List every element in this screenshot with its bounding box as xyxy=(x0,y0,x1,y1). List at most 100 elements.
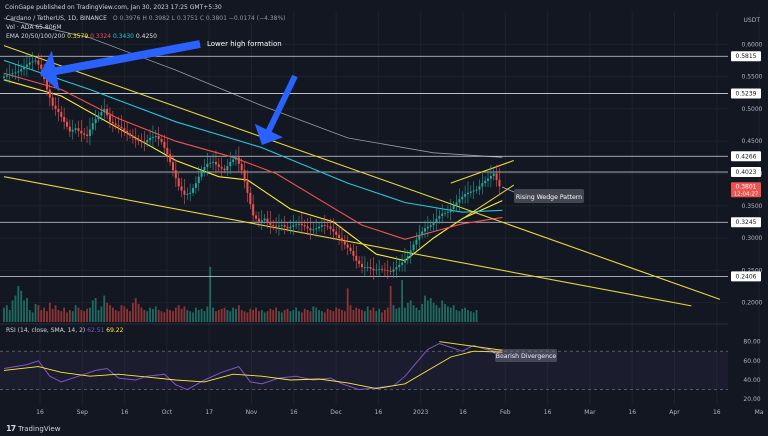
candle-body xyxy=(25,64,28,67)
candle-body xyxy=(349,247,352,251)
volume-bar xyxy=(31,312,34,322)
candle-body xyxy=(426,226,429,229)
price-tick-label: 0.4500 xyxy=(742,138,763,145)
volume-bar xyxy=(392,305,395,322)
level-price-label: 0.2406 xyxy=(736,273,757,280)
volume-bar xyxy=(103,295,106,322)
candle-body xyxy=(381,269,384,270)
candle-body xyxy=(11,73,14,75)
volume-bar xyxy=(66,312,68,322)
symbol-title: Cardano / TetherUS, 1D, BINANCE xyxy=(6,15,107,22)
volume-bar xyxy=(384,310,386,322)
candle-body xyxy=(140,141,143,142)
candle-body xyxy=(272,225,275,226)
candle-body xyxy=(418,234,421,240)
volume-bar xyxy=(143,310,146,322)
volume-bar xyxy=(117,311,120,322)
volume-bar xyxy=(280,312,283,322)
candle-body xyxy=(386,270,389,272)
volume-bar xyxy=(203,311,206,322)
tv-logo-text: TradingView xyxy=(18,424,61,433)
trendline xyxy=(450,160,514,184)
volume-bar xyxy=(240,310,243,322)
candle-body xyxy=(23,66,26,70)
candle-body xyxy=(412,244,415,251)
price-tick-label: 0.3500 xyxy=(742,203,763,210)
volume-bar xyxy=(321,311,323,322)
annotation-arrows xyxy=(40,40,298,145)
candle-body xyxy=(343,241,346,245)
candle-body xyxy=(229,161,232,167)
candle-body xyxy=(183,190,186,195)
volume-bar xyxy=(194,307,197,322)
candle-body xyxy=(492,173,495,177)
candle-body xyxy=(340,238,343,242)
volume-bar xyxy=(312,306,315,322)
rsi-tick-label: 20.00 xyxy=(743,396,760,403)
candle-body xyxy=(432,221,435,226)
time-tick-label: 2023 xyxy=(413,409,428,416)
volume-bar xyxy=(355,307,358,322)
volume-bar xyxy=(415,307,418,322)
annotation-bearish-divergence: Bearish Divergence xyxy=(496,353,557,360)
ema100-line xyxy=(3,59,503,213)
volume-bar xyxy=(363,311,366,322)
candle-body xyxy=(275,225,278,227)
annotation-rising-wedge: Rising Wedge Pattern xyxy=(516,194,582,201)
candle-body xyxy=(255,215,258,219)
candle-body xyxy=(94,119,97,124)
volume-bar xyxy=(134,298,137,322)
time-tick-label: Dec xyxy=(330,409,342,416)
candle-body xyxy=(234,157,237,160)
candle-body xyxy=(246,181,249,193)
symbol-header[interactable]: Cardano / TetherUS, 1D, BINANCE O 0.3976… xyxy=(6,15,286,22)
ema-legend[interactable]: EMA 20/50/100/200 0.3579 0.3324 0.3430 0… xyxy=(6,33,157,40)
ema20-value: 0.3579 xyxy=(67,33,89,40)
candle-body xyxy=(323,225,326,226)
volume-bar xyxy=(447,306,449,322)
candle-body xyxy=(71,129,74,132)
annotations: Lower high formation Rising Wedge Pattern… xyxy=(207,40,584,362)
candle-body xyxy=(369,267,372,269)
candle-body xyxy=(28,62,31,65)
candle-body xyxy=(154,136,157,137)
volume-bar xyxy=(243,311,246,322)
volume-bar xyxy=(60,311,63,322)
volume-bar xyxy=(378,308,381,322)
ema200-line xyxy=(3,18,503,158)
candle-body xyxy=(137,139,140,142)
volume-bar xyxy=(174,307,177,322)
volume-bar xyxy=(220,308,223,322)
volume-bar xyxy=(338,308,340,322)
annotation-leader xyxy=(501,186,515,193)
volume-bar xyxy=(83,311,86,322)
candle-body xyxy=(395,267,398,270)
volume-bar xyxy=(197,310,200,322)
volume-bar xyxy=(381,312,383,322)
volume-legend[interactable]: Vol · ADA 65.806M xyxy=(6,24,62,31)
volume-bar xyxy=(215,311,217,322)
candle-body xyxy=(392,269,395,272)
candle-body xyxy=(318,226,321,229)
volume-bar xyxy=(289,311,292,322)
candle-body xyxy=(117,125,120,127)
candle-body xyxy=(472,190,475,192)
ema-lines xyxy=(3,18,503,262)
candle-body xyxy=(243,170,246,182)
volume-bar xyxy=(157,310,160,322)
volume-bar xyxy=(131,302,134,322)
candle-body xyxy=(286,226,289,229)
volume-bar xyxy=(303,308,306,322)
candle-body xyxy=(332,229,335,232)
time-tick-label: Nov xyxy=(246,409,258,416)
rsi-legend[interactable]: RSI (14, close, SMA, 14, 2) 62.51 69.22 xyxy=(6,327,123,334)
volume-bar xyxy=(444,304,446,322)
time-axis: 16 Sep 16 Oct 17 Nov 16 Dec 16 2023 16 Feb 16 Mar 16 Ap… xyxy=(36,409,764,416)
candle-body xyxy=(366,267,369,268)
candle-body xyxy=(309,228,312,231)
volume-bar xyxy=(140,307,143,322)
rsi-sma-value: 69.22 xyxy=(106,327,124,334)
candle-body xyxy=(466,192,469,195)
candle-body xyxy=(143,141,146,143)
